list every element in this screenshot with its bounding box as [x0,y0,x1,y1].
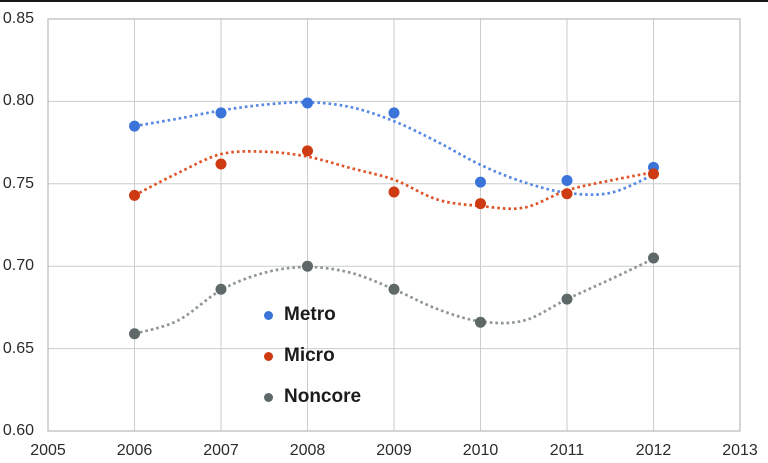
data-point-noncore-2009 [388,283,400,295]
data-point-micro-2007 [215,158,227,170]
y-axis-tick-label: 0.75 [2,174,34,192]
data-point-micro-2011 [561,188,573,200]
x-axis-tick-label: 2007 [203,442,239,459]
data-point-noncore-2007 [215,283,227,295]
y-axis-tick-label: 0.85 [2,10,34,27]
legend-item-micro: Micro [264,344,335,368]
y-axis-tick-label: 0.60 [2,422,34,439]
x-axis-tick-label: 2006 [116,442,153,459]
legend-label-micro: Micro [284,345,335,366]
y-axis-tick-label: 0.70 [2,257,34,275]
x-axis-tick-label: 2005 [30,442,66,459]
data-point-micro-2008 [302,145,313,157]
data-point-micro-2006 [129,189,140,201]
legend-item-metro: Metro [264,303,336,327]
legend-marker-micro-icon [264,351,273,361]
top-border [0,0,768,2]
legend-marker-metro-icon [264,310,273,320]
legend-item-noncore: Noncore [264,385,361,409]
data-point-micro-2010 [475,198,486,210]
x-axis-tick-label: 2008 [289,442,326,459]
data-point-noncore-2008 [302,260,313,272]
plot-frame [47,18,741,432]
data-point-metro-2006 [129,120,140,132]
y-axis-tick-label: 0.80 [2,92,34,110]
data-point-metro-2011 [561,175,573,187]
data-point-noncore-2010 [475,316,486,328]
data-point-noncore-2012 [648,252,659,264]
trendline-metro [134,100,655,197]
x-axis-tick-label: 2009 [376,442,412,459]
data-point-micro-2012 [648,168,659,180]
data-point-noncore-2006 [129,328,140,340]
data-point-metro-2010 [475,176,486,188]
x-axis-tick-label: 2010 [462,442,499,459]
data-point-noncore-2011 [561,293,573,305]
legend-label-noncore: Noncore [284,386,362,407]
legend-marker-noncore-icon [264,392,273,402]
x-axis-tick-label: 2013 [722,442,758,459]
legend-label-metro: Metro [284,304,336,325]
data-point-metro-2009 [388,107,400,119]
data-point-micro-2009 [388,186,400,198]
x-axis-tick-label: 2011 [549,442,585,459]
data-point-metro-2008 [302,97,313,109]
data-point-metro-2007 [215,107,227,119]
y-axis-tick-label: 0.65 [2,339,34,357]
x-axis-tick-label: 2012 [635,442,672,459]
